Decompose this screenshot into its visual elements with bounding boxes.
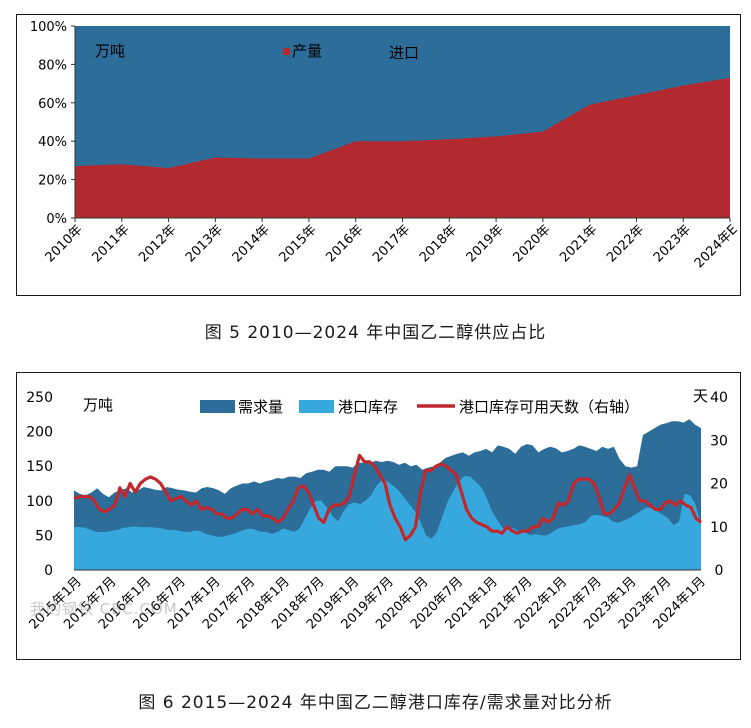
x-tick-label: 2010年 (43, 222, 86, 265)
x-tick-label: 2017年 (370, 222, 413, 265)
y2-tick-label: 10 (710, 520, 728, 536)
days-line (73, 453, 703, 542)
x-tick-label: 2018年 (417, 222, 460, 265)
supply-share-chart: 0% 20% 40% 60% 80% 100% 2010年 2011年 2012年 2013年 20… (16, 14, 741, 296)
x-tick-label: 2015年 (277, 222, 320, 265)
legend-label-production: 产量 (292, 42, 322, 60)
x-tick-label: 2011年 (89, 222, 132, 265)
y-tick-label: 40% (38, 135, 67, 150)
legend-label-stock: 港口库存 (338, 398, 398, 416)
x-tick-label: 2022年 (604, 222, 647, 265)
x-tick-label: 2012年 (136, 222, 179, 265)
y-tick-label: 0 (44, 563, 53, 579)
y-tick-label: 100% (30, 20, 67, 35)
x-tick-label: 2023年 (651, 222, 694, 265)
unit-label: 万吨 (95, 42, 125, 60)
port-stock-demand-chart: 0 50 100 150 200 250 0 10 20 30 40 2015年1月 2015年7月 20… (16, 372, 741, 660)
port-stock-svg: 0501001502002500102030402015年1月2015年7月20… (26, 387, 728, 632)
stock-area (74, 475, 701, 570)
x-tick-label: 2019年 (464, 222, 507, 265)
y-tick-label: 200 (26, 425, 53, 441)
x-tick-label: 2020年 (510, 222, 553, 265)
y2-tick-label: 40 (710, 390, 728, 406)
figure5-caption: 图 5 2010—2024 年中国乙二醇供应占比 (204, 323, 547, 343)
y-tick-label: 100 (26, 494, 53, 510)
x-tick-label: 2014年 (230, 222, 273, 265)
watermark: 我的钢铁 CBC.COM (30, 600, 178, 618)
y-tick-label: 60% (38, 97, 67, 112)
supply-share-svg: 0%20%40%60%80%100%2010年 2011年 2012年 2013年 20… (30, 20, 741, 271)
legend-label-days: 港口库存可用天数（右轴） (459, 398, 639, 416)
y-tick-label: 0% (46, 212, 67, 227)
production-area (75, 77, 730, 218)
x-tick-label: 2016年 (323, 222, 366, 265)
y-tick-label: 50 (35, 528, 53, 544)
y-tick-label: 20% (38, 174, 67, 189)
y-tick-label: 250 (26, 390, 53, 406)
unit-label-left: 万吨 (83, 396, 113, 414)
legend-swatch-import (379, 48, 386, 55)
unit-label-right: 天 (693, 387, 708, 405)
legend-swatch-production (283, 48, 290, 55)
x-tick-label: 2024年E (692, 222, 739, 271)
y2-tick-label: 0 (715, 563, 724, 579)
legend-swatch-demand (200, 400, 235, 413)
y2-tick-label: 20 (710, 477, 728, 493)
x-tick-label: 2013年 (183, 222, 226, 265)
legend-label-demand: 需求量 (238, 398, 283, 416)
legend-swatch-stock (299, 400, 334, 413)
x-tick-label: 2021年 (557, 222, 600, 265)
legend-label-import: 进口 (389, 44, 419, 62)
y-tick-label: 80% (38, 58, 67, 73)
y-tick-label: 150 (26, 459, 53, 475)
y2-tick-label: 30 (710, 433, 728, 449)
figure6-caption: 图 6 2015—2024 年中国乙二醇港口库存/需求量对比分析 (138, 693, 613, 713)
